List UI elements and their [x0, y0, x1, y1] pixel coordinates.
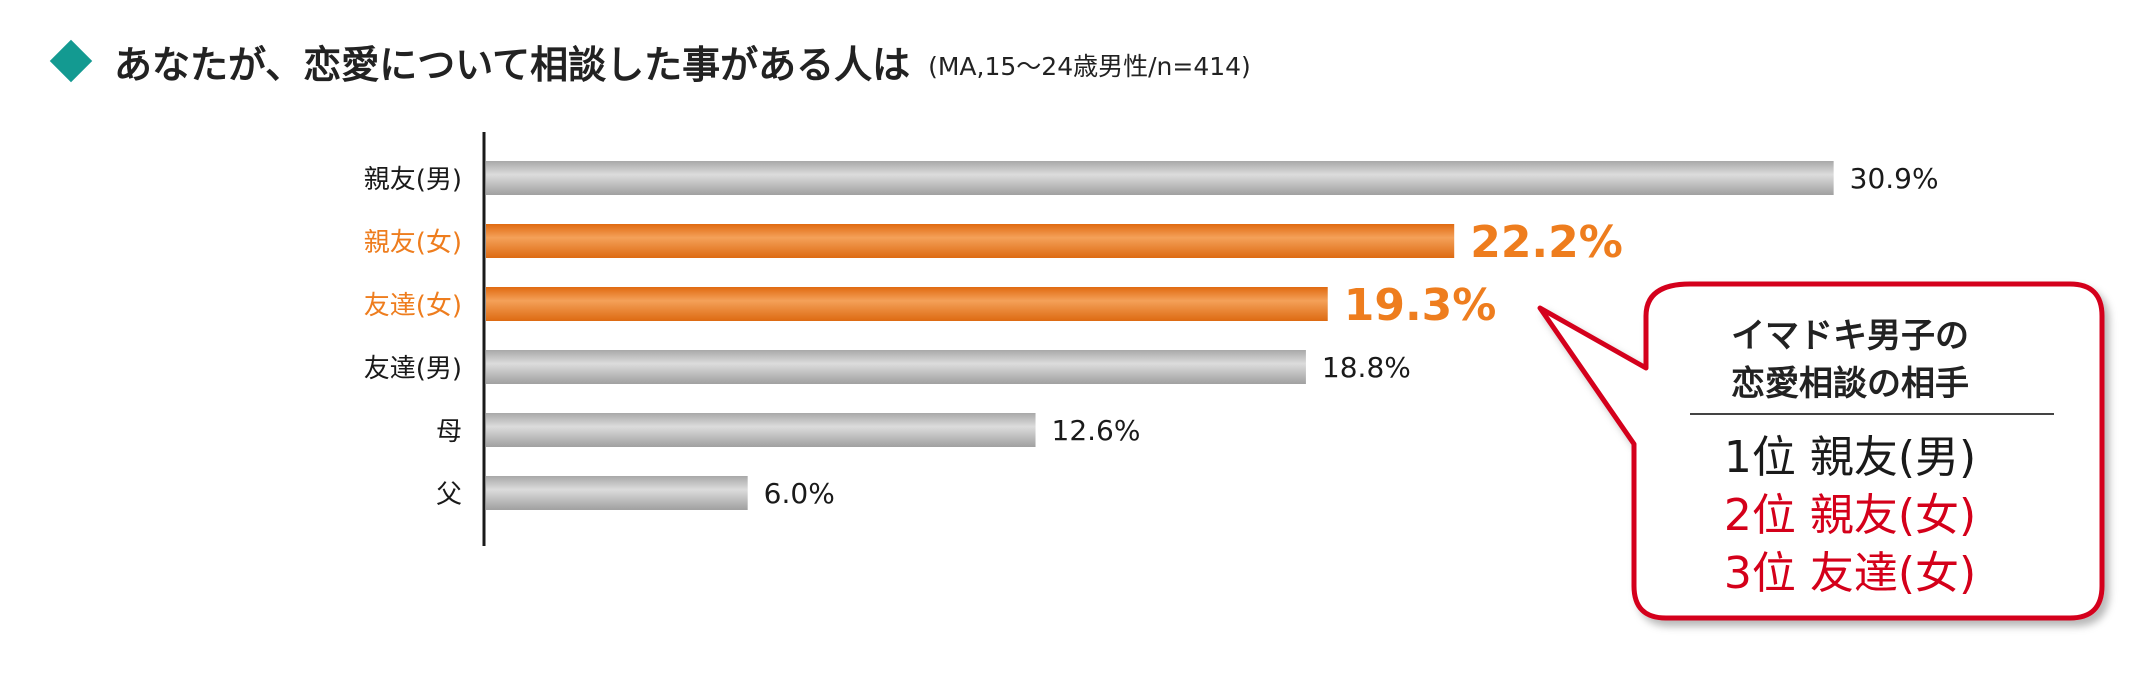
value-label-4: 12.6% — [1052, 414, 1141, 447]
bar-1 — [486, 224, 1455, 258]
chart-subtitle-note: (MA,15〜24歳男性/n=414) — [928, 52, 1251, 81]
bar-3 — [486, 350, 1306, 384]
category-label-2: 友達(女) — [364, 291, 462, 321]
callout-heading-line1: イマドキ男子の — [1731, 316, 1969, 356]
value-label-5: 6.0% — [764, 477, 835, 510]
callout-rank-2: 2位 親友(女) — [1723, 490, 1977, 541]
value-label-3: 18.8% — [1322, 351, 1411, 384]
value-label-0: 30.9% — [1850, 162, 1939, 195]
bar-4 — [486, 413, 1036, 447]
chart-title: あなたが、恋愛について相談した事がある人は — [114, 42, 911, 87]
callout-heading-line2: 恋愛相談の相手 — [1731, 364, 1969, 404]
callout-rank-3: 3位 友達(女) — [1723, 548, 1977, 599]
category-label-1: 親友(女) — [364, 228, 462, 258]
bar-2 — [486, 287, 1328, 321]
category-label-3: 友達(男) — [364, 354, 462, 384]
value-label-1: 22.2% — [1470, 217, 1623, 268]
chart-title-row: あなたが、恋愛について相談した事がある人は (MA,15〜24歳男性/n=414… — [48, 30, 1251, 92]
callout-rank-1: 1位 親友(男) — [1723, 432, 1977, 483]
category-label-0: 親友(男) — [364, 165, 462, 195]
bar-0 — [486, 161, 1834, 195]
callout-bubble — [1537, 281, 2105, 621]
value-label-2: 19.3% — [1344, 280, 1497, 331]
category-label-5: 父 — [436, 480, 462, 510]
callout-heading: イマドキ男子の 恋愛相談の相手 — [1640, 312, 2060, 408]
bar-5 — [486, 476, 748, 510]
category-label-4: 母 — [436, 417, 462, 447]
bars-layer: 親友(男) 30.9% 親友(女) 22.2% 友達(女) 19.3% 友達(男) 18.8%… — [364, 161, 1939, 510]
